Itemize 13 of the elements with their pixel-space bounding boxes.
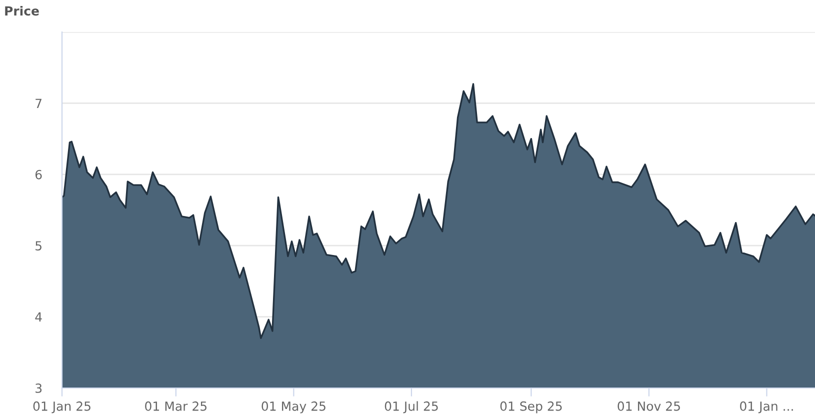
- x-tick-label: 01 Nov 25: [618, 401, 680, 411]
- y-axis-title: Price: [5, 6, 39, 16]
- x-tick-label: 01 Jul 25: [384, 401, 438, 414]
- y-tick-label: 6: [35, 170, 42, 180]
- y-tick-label: 4: [35, 312, 42, 322]
- y-tick-label: 7: [36, 98, 42, 108]
- x-tick-label: 01 Jan ...: [740, 401, 793, 414]
- x-tick-label: 01 Mar 25: [145, 401, 206, 411]
- y-tick-label: 5: [36, 241, 42, 251]
- x-tick-label: 01 Jan 25: [33, 401, 90, 414]
- x-tick-label: 01 May 25: [262, 401, 326, 414]
- x-tick-label: 01 Sep 25: [500, 401, 562, 414]
- y-tick-label: 3: [36, 383, 42, 393]
